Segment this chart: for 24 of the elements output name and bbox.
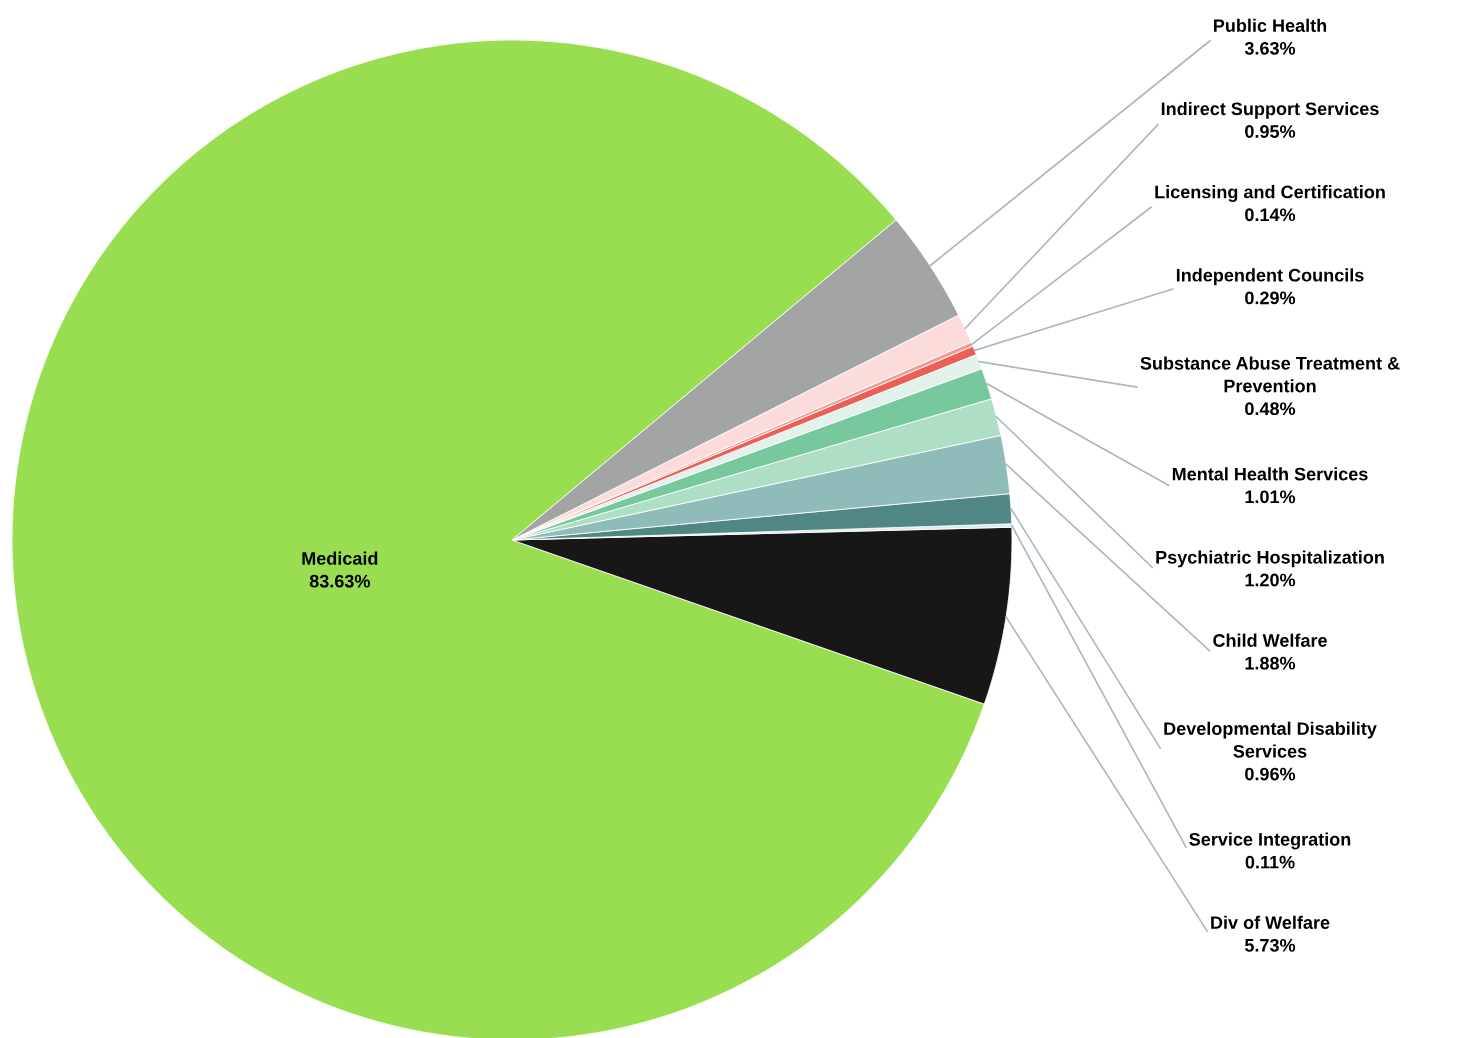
slice-label: Independent Councils xyxy=(1176,268,1364,286)
slice-label: Developmental Disability Services xyxy=(1164,721,1377,758)
slice-label: Service Integration xyxy=(1189,832,1351,850)
data-label: 0.96% xyxy=(1245,767,1296,781)
slice-label: Public Health xyxy=(1214,18,1327,32)
data-label: 3.63% xyxy=(1244,41,1296,55)
data-label: 1.20% xyxy=(1245,573,1296,587)
data-label: 0.29% xyxy=(1245,291,1296,305)
data-label: 0.11% xyxy=(1245,855,1295,869)
slice-label: Child Welfare xyxy=(1213,633,1327,647)
slice-label: Medicaid xyxy=(302,551,378,565)
slice-label: Div of Welfare xyxy=(1211,915,1330,929)
slice-label: Licensing and Certification xyxy=(1155,185,1385,202)
data-label: 1.01% xyxy=(1245,490,1296,504)
data-label: 0.14% xyxy=(1245,208,1296,222)
data-label: 5.73% xyxy=(1244,938,1296,952)
slice-label: Mental Health Services xyxy=(1172,467,1368,481)
data-label: 0.48% xyxy=(1245,402,1296,416)
slice-label: Indirect Support Services xyxy=(1161,101,1379,119)
data-label: 83.63% xyxy=(309,574,370,588)
slice-label: Substance Abuse Treatment & Prevention xyxy=(1140,356,1400,393)
data-label: 0.95% xyxy=(1245,125,1296,138)
data-label: 1.88% xyxy=(1245,656,1296,670)
slice-label: Psychiatric Hospitalization xyxy=(1156,550,1384,568)
